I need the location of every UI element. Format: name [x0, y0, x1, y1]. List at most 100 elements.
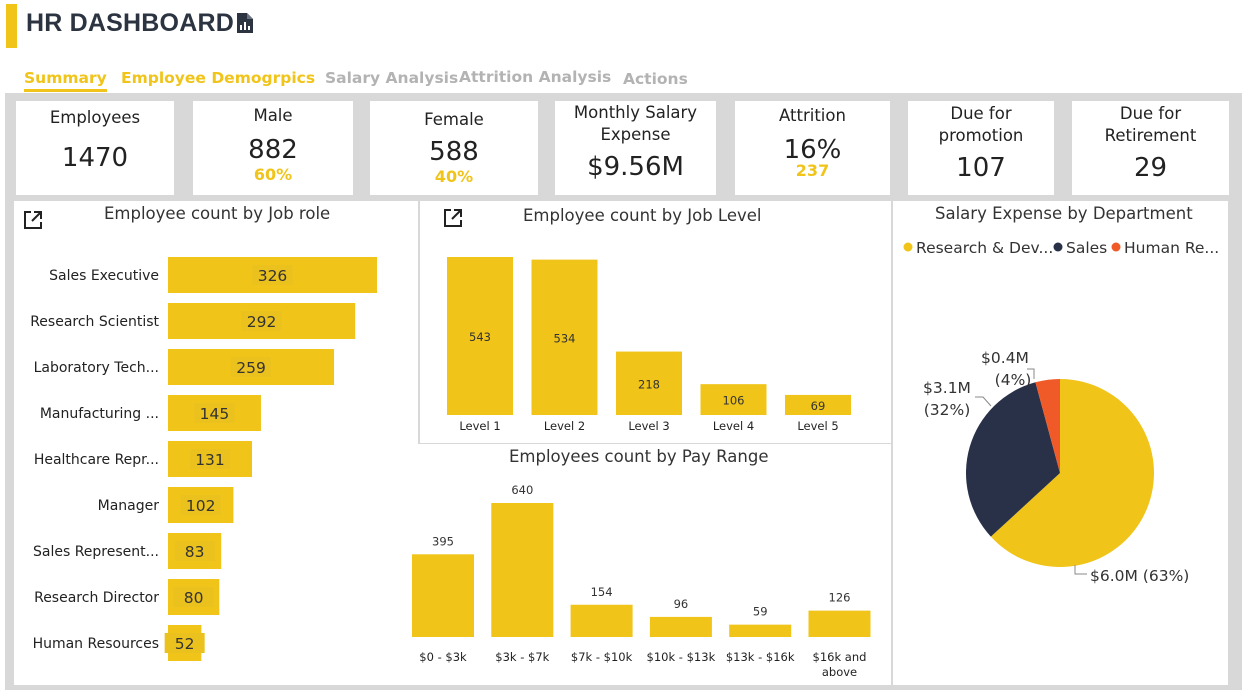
legend-label: Sales [1066, 239, 1107, 257]
salary-department-panel: Salary Expense by Department Research & … [893, 201, 1228, 685]
expand-icon[interactable] [22, 209, 44, 231]
data-label-bg [231, 357, 272, 377]
data-label: 292 [247, 313, 277, 331]
kpi-retirement-value: 29 [1133, 153, 1168, 183]
data-label-bg [174, 541, 215, 561]
leader-line [1027, 368, 1035, 379]
category-label: $16k and [813, 650, 867, 664]
bar [570, 604, 633, 637]
kpi-employees: Employees 1470 [16, 101, 174, 195]
bar [700, 384, 767, 415]
data-label-bg [189, 449, 230, 469]
data-label: 640 [511, 483, 533, 497]
tab-attrition-analysis[interactable]: Attrition Analysis [459, 68, 612, 86]
kpi-salary-value: $9.56M [587, 152, 684, 182]
bar [649, 616, 712, 637]
data-label: 259 [236, 359, 266, 377]
kpi-promotion-label-line2: promotion [938, 126, 1024, 145]
salary-department-chart: Research & Dev... Sales Human Re... $6.0M (… [903, 239, 1219, 585]
data-label: 83 [185, 543, 205, 561]
category-label: Research Scientist [30, 314, 159, 330]
bar [729, 624, 792, 637]
data-label: 69 [811, 399, 826, 413]
data-label: 534 [554, 331, 576, 345]
category-label: Level 2 [544, 419, 585, 433]
kpi-employees-value: 1470 [61, 143, 129, 173]
title-accent-bar [6, 4, 17, 48]
kpi-salary-label-line2: Expense [600, 125, 671, 144]
data-label: 102 [186, 497, 216, 515]
tab-salary-analysis[interactable]: Salary Analysis [325, 69, 459, 87]
category-label: Manufacturing ... [40, 406, 159, 422]
data-label: 154 [591, 585, 613, 599]
data-label-bg [180, 495, 221, 515]
kpi-retirement-label-line2: Retirement [1104, 126, 1197, 145]
category-label: Level 5 [797, 419, 838, 433]
legend-label: Human Re... [1124, 239, 1219, 257]
report-file-icon [237, 13, 253, 33]
data-label: 218 [638, 377, 660, 391]
category-label: Laboratory Tech... [34, 360, 159, 376]
data-label-bg [241, 311, 282, 331]
chart-title: Employees count by Pay Range [509, 447, 769, 466]
kpi-male-value: 882 [248, 135, 298, 165]
pie-slice [1035, 379, 1060, 473]
leader-line [975, 396, 992, 407]
data-label: 126 [829, 591, 851, 605]
data-label: 52 [175, 635, 195, 653]
bar [616, 351, 682, 415]
kpi-attrition-value: 16% [783, 135, 842, 165]
category-label: Healthcare Repr... [34, 452, 159, 468]
legend-marker [903, 242, 913, 252]
kpi-male-label: Male [253, 106, 293, 125]
tab-employee-demographics[interactable]: Employee Demogrpics [121, 69, 316, 87]
bar [785, 394, 851, 415]
kpi-employees-label: Employees [49, 108, 141, 127]
category-label: $10k - $13k [647, 650, 716, 664]
data-label: $6.0M (63%) [1090, 567, 1189, 585]
category-label: Sales Represent... [33, 544, 159, 560]
bar [447, 257, 513, 415]
data-label: (32%) [924, 401, 971, 419]
kpi-female-percent: 40% [434, 167, 474, 186]
category-label: $7k - $10k [571, 650, 633, 664]
kpi-retirement-label-line1: Due for [1119, 104, 1182, 123]
category-label: Level 1 [459, 419, 500, 433]
kpi-promotion-value: 107 [956, 153, 1006, 183]
category-label: Manager [98, 498, 160, 514]
pay-range-chart: 395 $0 - $3k 640 $3k - $7k 154 $7k - $10k 96 $1… [412, 483, 871, 679]
category-label: Human Resources [33, 636, 159, 652]
bar [491, 503, 554, 637]
data-label-bg [252, 265, 293, 285]
category-label: Level 3 [628, 419, 669, 433]
kpi-monthly-salary: Monthly Salary Expense $9.56M [555, 101, 716, 195]
job-level-chart: 543 Level 1 534 Level 2 218 Level 3 106 Level 4… [447, 257, 851, 433]
data-label-bg [164, 633, 205, 653]
kpi-promotion-label-line1: Due for [950, 104, 1012, 123]
legend-marker [1111, 242, 1121, 252]
data-label: 131 [195, 451, 225, 469]
data-label: (4%) [995, 371, 1032, 389]
tab-actions[interactable]: Actions [623, 70, 688, 88]
kpi-male-percent: 60% [253, 165, 293, 184]
category-label: above [822, 665, 857, 679]
tab-summary[interactable]: Summary [24, 69, 107, 92]
kpi-female-value: 588 [429, 137, 479, 167]
category-label: Sales Executive [49, 268, 159, 284]
bar [531, 259, 598, 415]
category-label: $13k - $16k [726, 650, 795, 664]
kpi-attrition-label: Attrition [779, 106, 846, 125]
job-level-panel: Employee count by Job Level 543 Level 1 53… [420, 201, 891, 443]
data-label: 59 [753, 605, 768, 619]
job-role-panel: Employee count by Job role Sales Executi… [14, 201, 418, 685]
expand-icon[interactable] [442, 207, 464, 229]
kpi-due-promotion: Due for promotion 107 [908, 101, 1054, 195]
kpi-female-label: Female [424, 110, 484, 129]
kpi-due-retirement: Due for Retirement 29 [1072, 101, 1229, 195]
pie-slice [990, 379, 1154, 567]
data-label: $3.1M [923, 379, 971, 397]
data-label-bg [194, 403, 235, 423]
page-title: HR DASHBOARD [26, 9, 234, 37]
data-label: 326 [258, 267, 288, 285]
bar [412, 554, 474, 637]
